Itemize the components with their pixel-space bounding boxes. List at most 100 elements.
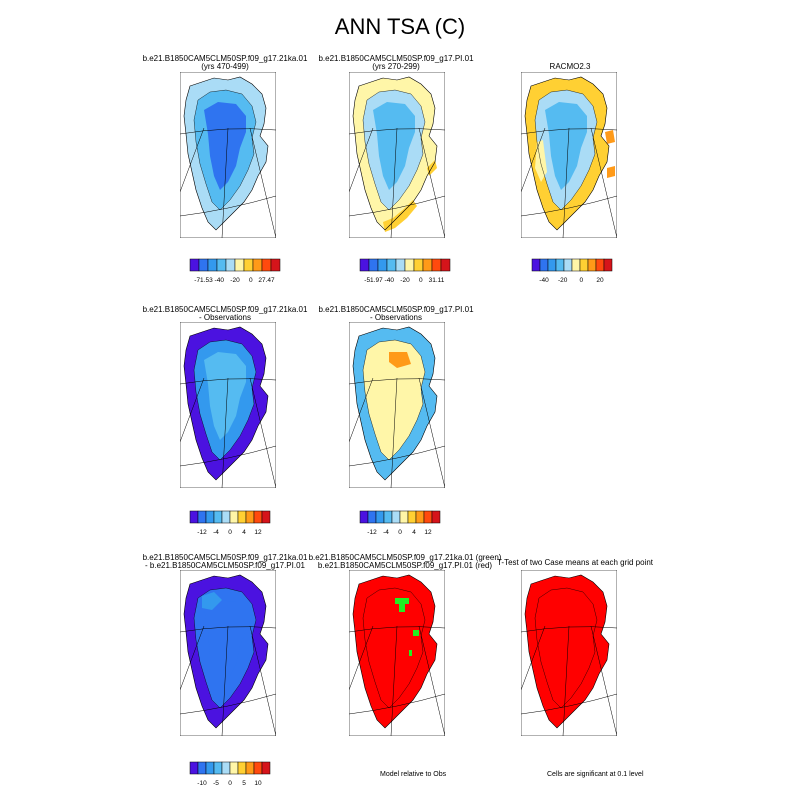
colorbar-swatch: [413, 258, 424, 272]
longitude-line: [180, 377, 205, 443]
interior-region: [545, 102, 587, 190]
latitude-line: [180, 693, 276, 715]
colorbar-label: -20: [400, 277, 410, 284]
longitude-line: [390, 127, 398, 238]
ice-margin-contour: [534, 587, 598, 709]
colorbar-label: -4: [213, 529, 219, 536]
colorbar-swatch: [213, 510, 223, 524]
panel-7-title: b.e21.B1850CAM5CLM50SP.f09_g17.21ka.01 (…: [300, 554, 510, 570]
panel-4-title-line1: b.e21.B1850CAM5CLM50SP.f09_g17.21ka.01: [142, 305, 308, 314]
colorbar-swatch: [243, 258, 254, 272]
interior-region: [204, 352, 246, 440]
colorbar-swatch: [245, 761, 255, 775]
colorbar-3: -40 -20 0 20: [531, 258, 613, 284]
longitude-line: [249, 625, 276, 736]
colorbar-swatch: [555, 258, 565, 272]
colorbar-swatch: [234, 258, 245, 272]
colorbar-label: -71.53: [194, 277, 213, 284]
colorbar-swatch: [368, 258, 379, 272]
ice-margin-contour: [193, 339, 257, 461]
colorbar-swatch: [531, 258, 541, 272]
colorbar-swatch: [579, 258, 589, 272]
coastline: [524, 574, 610, 729]
colorbar-swatch: [197, 761, 207, 775]
latitude-line: [521, 693, 617, 715]
map-panel-8: [521, 570, 617, 736]
colorbar-label: 0: [228, 529, 232, 536]
colorbar-swatch: [367, 510, 377, 524]
latitude-line: [349, 195, 445, 217]
colorbar-label: -20: [558, 277, 568, 284]
colorbar-label: 20: [596, 277, 604, 284]
panel-6-title-line2: - b.e21.B1850CAM5CLM50SP.f09_g17.PI.01: [145, 561, 305, 570]
colorbar-swatch: [245, 510, 255, 524]
panel-3-title-line1: RACMO2.3: [549, 62, 591, 71]
longitude-line: [180, 127, 205, 193]
colorbar-swatch: [422, 258, 433, 272]
colorbar-swatch: [253, 761, 263, 775]
colorbar-label: 0: [249, 277, 253, 284]
colorbar-swatch: [386, 258, 397, 272]
anomaly-region: [409, 650, 412, 656]
interior-region: [373, 600, 415, 688]
colorbar-swatch: [229, 761, 239, 775]
figure-title: ANN TSA (C): [334, 14, 466, 39]
ice-margin-contour: [534, 89, 598, 211]
colorbar-label: -40: [215, 277, 225, 284]
panel-8-title: T-Test of two Case means at each grid po…: [470, 559, 680, 567]
interior-region: [373, 352, 415, 440]
longitude-line: [349, 625, 374, 691]
panel-4-title-line2: - Observations: [198, 313, 252, 322]
ice-margin-contour: [193, 587, 257, 709]
longitude-line: [590, 625, 617, 736]
colorbar-swatch: [563, 258, 573, 272]
colorbar-swatch: [407, 510, 417, 524]
colorbar-swatch: [205, 510, 215, 524]
colorbar-swatch: [253, 510, 263, 524]
longitude-line: [390, 625, 398, 736]
ice-margin-contour: [362, 89, 426, 211]
colorbar-swatch: [225, 258, 236, 272]
panel-6-title: b.e21.B1850CAM5CLM50SP.f09_g17.21ka.01 -…: [125, 554, 325, 570]
panel-1-title: b.e21.B1850CAM5CLM50SP.f09_g17.21ka.01 (…: [125, 55, 325, 71]
panel-2-title: b.e21.B1850CAM5CLM50SP.f09_g17.PI.01 (yr…: [296, 55, 496, 71]
panel-8-title-line1: T-Test of two Case means at each grid po…: [496, 558, 654, 567]
colorbar-swatch: [571, 258, 581, 272]
ice-margin-contour: [362, 587, 426, 709]
panel-1-title-line1: b.e21.B1850CAM5CLM50SP.f09_g17.21ka.01: [142, 54, 308, 63]
longitude-line: [562, 127, 570, 238]
colorbar-swatch: [189, 510, 199, 524]
colorbar-label: -10: [197, 780, 207, 787]
colorbar-swatch: [207, 258, 218, 272]
ice-margin-contour: [193, 89, 257, 211]
colorbar-4: -12 -4 0 4 12: [189, 510, 271, 536]
colorbar-swatch: [261, 510, 271, 524]
colorbar-swatch: [415, 510, 425, 524]
colorbar-label: 0: [228, 780, 232, 787]
anomaly-region: [535, 140, 547, 182]
colorbar-swatch: [587, 258, 597, 272]
colorbar-swatch: [359, 258, 370, 272]
panel-4-title: b.e21.B1850CAM5CLM50SP.f09_g17.21ka.01 -…: [125, 306, 325, 322]
longitude-line: [590, 127, 617, 238]
colorbar-swatch: [395, 258, 406, 272]
colorbar-swatch: [213, 761, 223, 775]
colorbar-label: -12: [367, 529, 377, 536]
colorbar-swatch: [197, 510, 207, 524]
colorbar-label: -51.97: [364, 277, 383, 284]
colorbar-swatch: [221, 510, 231, 524]
colorbar-swatch: [359, 510, 369, 524]
colorbar-label: -12: [197, 529, 207, 536]
anomaly-region: [389, 352, 411, 368]
colorbar-swatch: [198, 258, 209, 272]
coastline: [352, 76, 438, 231]
colorbar-swatch: [270, 258, 281, 272]
colorbar-swatch: [189, 761, 199, 775]
map-panel-7: [349, 570, 445, 736]
longitude-line: [349, 377, 374, 443]
colorbar-label: -40: [385, 277, 395, 284]
colorbar-swatch: [189, 258, 200, 272]
anomaly-region: [202, 592, 222, 610]
interior-region: [204, 600, 246, 688]
panel-2-title-line1: b.e21.B1850CAM5CLM50SP.f09_g17.PI.01: [318, 54, 474, 63]
